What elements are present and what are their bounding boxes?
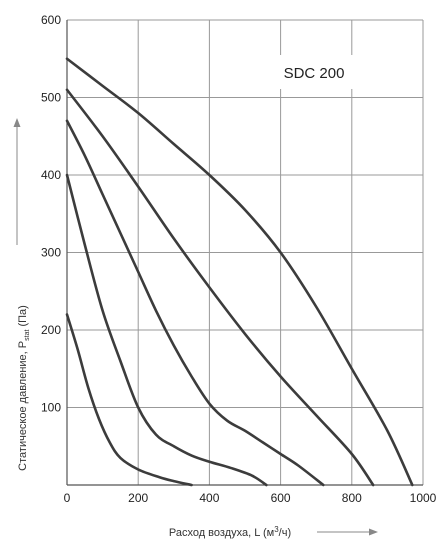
series-line-4 — [65, 88, 375, 487]
series-curves — [65, 57, 414, 487]
x-tick-label: 400 — [199, 491, 219, 505]
chart-title: SDC 200 — [284, 65, 345, 82]
series-line-1 — [65, 313, 193, 487]
x-tick-labels: 0 200 400 600 800 1000 — [64, 491, 437, 505]
y-tick-labels: 100 200 300 400 500 600 — [41, 13, 61, 415]
series-line-5 — [65, 57, 414, 487]
x-tick-label: 600 — [271, 491, 291, 505]
y-tick-label: 500 — [41, 91, 61, 105]
series-line-3 — [65, 119, 325, 487]
x-axis-arrow — [317, 528, 378, 536]
x-tick-label: 800 — [342, 491, 362, 505]
y-tick-label: 200 — [41, 323, 61, 337]
y-axis-label: Статическое давление, Pstat (Па) — [17, 305, 31, 471]
x-axis-label: Расход воздуха, L (м3/ч) — [169, 525, 291, 539]
x-tick-label: 200 — [128, 491, 148, 505]
series-line-2 — [65, 173, 268, 487]
axes — [66, 20, 423, 486]
x-tick-label: 0 — [64, 491, 71, 505]
y-tick-label: 300 — [41, 246, 61, 260]
y-tick-label: 100 — [41, 401, 61, 415]
y-tick-label: 400 — [41, 168, 61, 182]
y-axis-arrow — [13, 118, 21, 245]
title-box — [270, 55, 358, 89]
y-tick-label: 600 — [41, 13, 61, 27]
x-tick-label: 1000 — [410, 491, 437, 505]
